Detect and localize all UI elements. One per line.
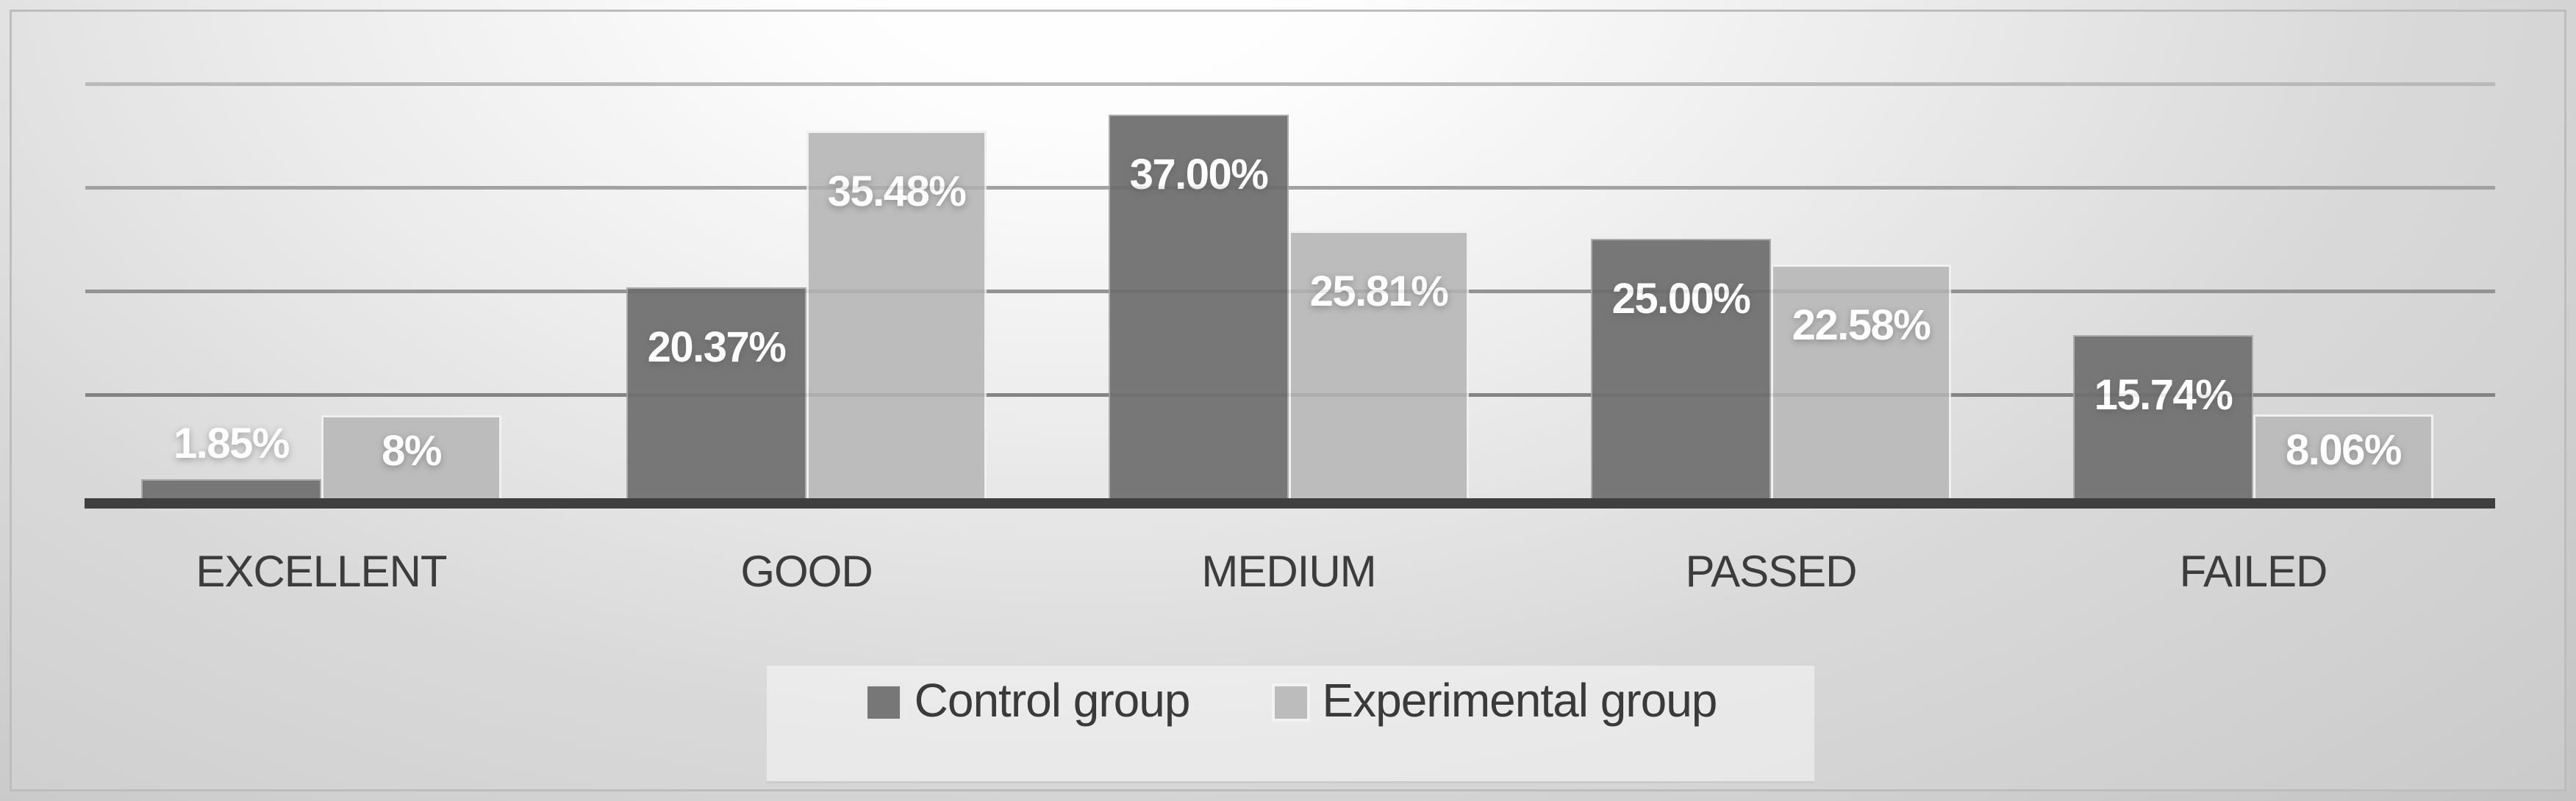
category-label-good: GOOD bbox=[740, 547, 873, 596]
category-label-passed: PASSED bbox=[1685, 547, 1858, 596]
bar-control-group-passed: 25.00% bbox=[1591, 239, 1771, 498]
data-label-good-s0: 20.37% bbox=[647, 323, 787, 371]
bar-control-group-good: 20.37% bbox=[626, 287, 806, 498]
bar-experimental-group-excellent: 8% bbox=[321, 415, 501, 498]
legend-swatch-icon bbox=[864, 683, 903, 722]
legend: Control group Experimental group bbox=[767, 666, 1814, 783]
data-label-good-s1: 35.48% bbox=[827, 168, 967, 215]
gridline-overlay-30pct bbox=[85, 186, 2495, 190]
category-label-medium: MEDIUM bbox=[1201, 547, 1376, 596]
bar-experimental-group-failed: 8.06% bbox=[2253, 414, 2433, 498]
legend-label: Experimental group bbox=[1322, 674, 1717, 727]
bar-control-group-excellent: 1.85% bbox=[141, 420, 321, 498]
chart-panel: 1.85% 8% 20.37% 35.48% 37.00% 25.81% 25.00% 22.… bbox=[10, 10, 2566, 791]
bar-experimental-group-medium: 25.81% bbox=[1289, 231, 1469, 498]
data-label-medium-s0: 37.00% bbox=[1129, 151, 1269, 198]
legend-item-experimental-group: Experimental group bbox=[1272, 674, 1717, 727]
legend-swatch-icon bbox=[1272, 683, 1311, 722]
bar-control-group-medium: 37.00% bbox=[1109, 115, 1289, 498]
data-label-passed-s0: 25.00% bbox=[1611, 275, 1751, 323]
gridline-40pct bbox=[85, 82, 2495, 86]
category-label-failed: FAILED bbox=[2179, 547, 2328, 596]
legend-item-control-group: Control group bbox=[864, 674, 1191, 727]
data-label-failed-s1: 8.06% bbox=[2286, 426, 2402, 474]
x-axis-line bbox=[85, 498, 2495, 509]
bar-control-group-failed: 15.74% bbox=[2073, 335, 2253, 498]
gridline-overlay-10pct bbox=[85, 393, 2495, 397]
legend-label: Control group bbox=[914, 674, 1191, 727]
data-label-passed-s1: 22.58% bbox=[1792, 301, 1931, 349]
bar-experimental-group-passed: 22.58% bbox=[1771, 265, 1951, 498]
gridline-30pct bbox=[85, 186, 2495, 190]
data-label-failed-s0: 15.74% bbox=[2094, 371, 2233, 419]
data-label-medium-s1: 25.81% bbox=[1309, 267, 1449, 315]
category-label-excellent: EXCELLENT bbox=[196, 547, 447, 596]
bar-experimental-group-good: 35.48% bbox=[806, 131, 987, 498]
data-label-excellent-s0: 1.85% bbox=[173, 420, 290, 467]
gridline-overlay-40pct bbox=[85, 82, 2495, 86]
gridline-overlay-20pct bbox=[85, 290, 2495, 293]
data-label-excellent-s1: 8% bbox=[382, 427, 442, 475]
